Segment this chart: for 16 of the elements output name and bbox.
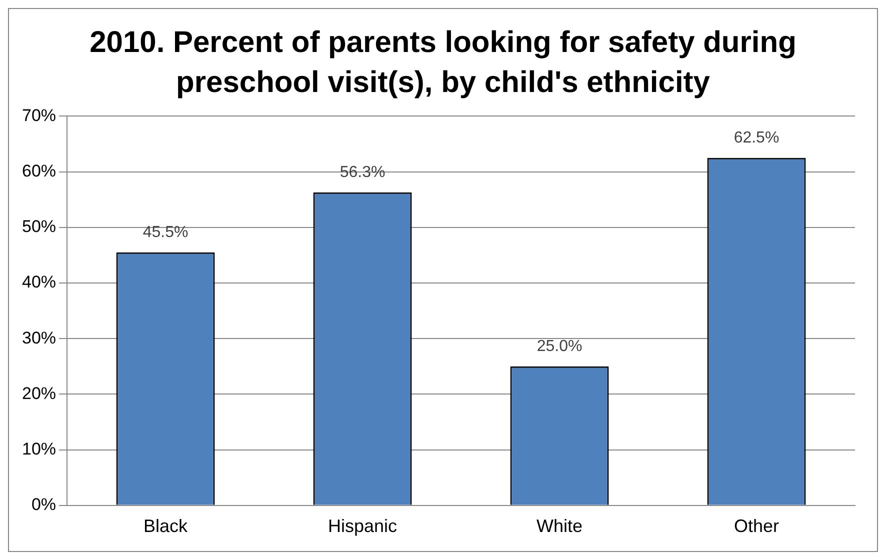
y-tick-label: 70%	[22, 106, 56, 125]
chart-title: 2010. Percent of parents looking for safety during preschool visit(s), by child's ethnicity	[88, 25, 798, 101]
y-tick-label: 20%	[22, 384, 56, 403]
y-tick-label: 0%	[31, 495, 56, 514]
data-label: 25.0%	[536, 338, 582, 355]
x-tick-label: White	[536, 516, 583, 536]
y-tick-label: 30%	[22, 328, 56, 348]
y-tick-label: 10%	[22, 439, 56, 458]
y-tick-label: 50%	[22, 217, 56, 236]
y-tick-label: 40%	[22, 272, 56, 292]
x-tick-label: Black	[144, 516, 189, 536]
x-tick-label: Hispanic	[328, 516, 398, 536]
x-tick-label: Other	[734, 516, 780, 536]
data-label: 62.5%	[734, 129, 780, 146]
y-tick-label: 60%	[22, 161, 56, 180]
data-label: 45.5%	[142, 224, 188, 241]
